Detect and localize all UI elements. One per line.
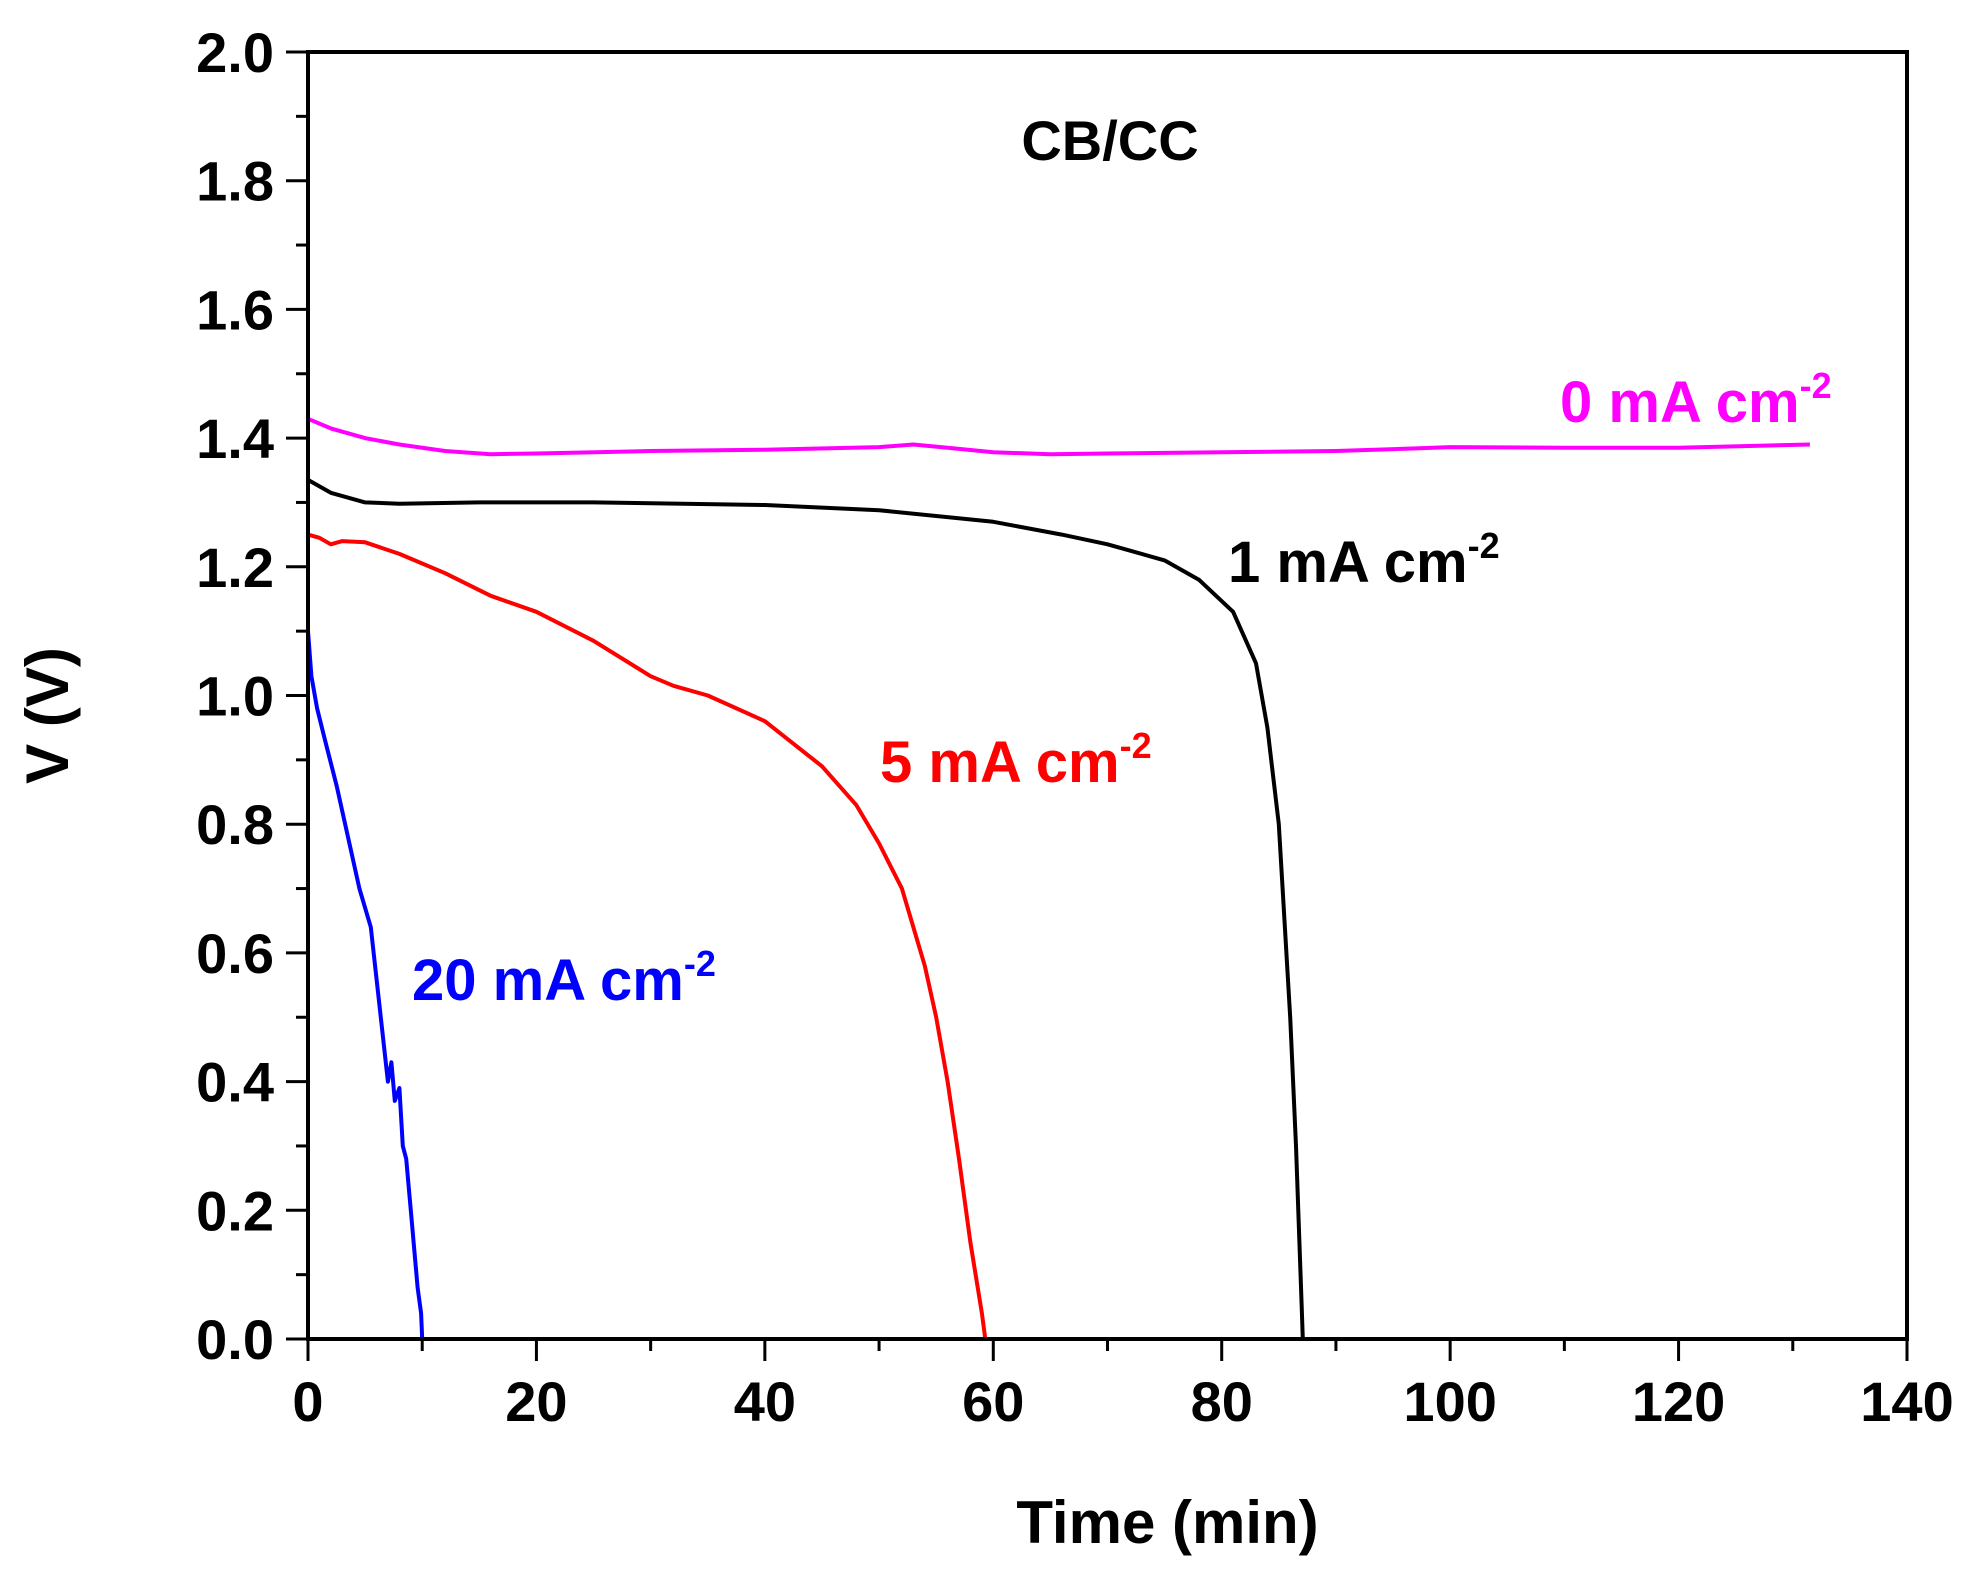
tick-labels-layer: 0 20 40 60 80 100 120 140 0.0 0.2 0.4 0.6 0.8 1.0 1.2 1… xyxy=(196,21,1954,1433)
y-tick-label: 2.0 xyxy=(196,21,274,84)
y-tick-label: 0.6 xyxy=(196,922,274,985)
series-label-1ma: 1 mA cm-2 xyxy=(1228,525,1500,595)
series-label-5ma-main: 5 mA cm xyxy=(880,730,1120,795)
x-tick-label: 100 xyxy=(1403,1370,1496,1433)
series-label-20ma-sup: -2 xyxy=(684,943,716,984)
y-tick-label: 1.6 xyxy=(196,278,274,341)
series-line-5ma xyxy=(307,532,988,1340)
x-tick-label: 60 xyxy=(962,1370,1024,1433)
y-tick-label: 0.2 xyxy=(196,1179,274,1242)
x-axis-label: Time (min) xyxy=(1016,1489,1318,1556)
series-line-1ma xyxy=(307,478,1305,1340)
series-label-20ma: 20 mA cm-2 xyxy=(412,943,716,1013)
x-tick-label: 40 xyxy=(734,1370,796,1433)
y-tick-label: 1.8 xyxy=(196,150,274,213)
x-tick-label: 20 xyxy=(505,1370,567,1433)
series-line-0ma xyxy=(307,416,1810,457)
y-tick-label: 1.2 xyxy=(196,536,274,599)
y-tick-label: 0.0 xyxy=(196,1308,274,1371)
series-label-20ma-main: 20 mA cm xyxy=(412,948,684,1013)
series-layer xyxy=(306,416,1810,1340)
series-label-5ma: 5 mA cm-2 xyxy=(880,725,1152,795)
y-tick-label: 1.4 xyxy=(196,407,274,470)
y-tick-label: 1.0 xyxy=(196,665,274,728)
series-label-0ma-main: 0 mA cm xyxy=(1560,370,1800,435)
series-label-5ma-sup: -2 xyxy=(1120,725,1152,766)
x-tick-label: 120 xyxy=(1632,1370,1725,1433)
series-label-1ma-main: 1 mA cm xyxy=(1228,530,1468,595)
plot-frame xyxy=(306,50,1909,1341)
x-tick-label: 0 xyxy=(292,1370,323,1433)
x-tick-label: 80 xyxy=(1191,1370,1253,1433)
series-label-0ma-sup: -2 xyxy=(1800,365,1832,406)
y-axis-label: V (V) xyxy=(14,647,81,784)
series-label-1ma-sup: -2 xyxy=(1468,525,1500,566)
chart-title: CB/CC xyxy=(1021,109,1198,172)
series-label-0ma: 0 mA cm-2 xyxy=(1560,365,1832,435)
ticks-layer xyxy=(286,50,1909,1361)
y-tick-label: 0.4 xyxy=(196,1051,274,1114)
x-tick-label: 140 xyxy=(1860,1370,1953,1433)
y-tick-label: 0.8 xyxy=(196,793,274,856)
series-line-20ma xyxy=(306,630,425,1340)
